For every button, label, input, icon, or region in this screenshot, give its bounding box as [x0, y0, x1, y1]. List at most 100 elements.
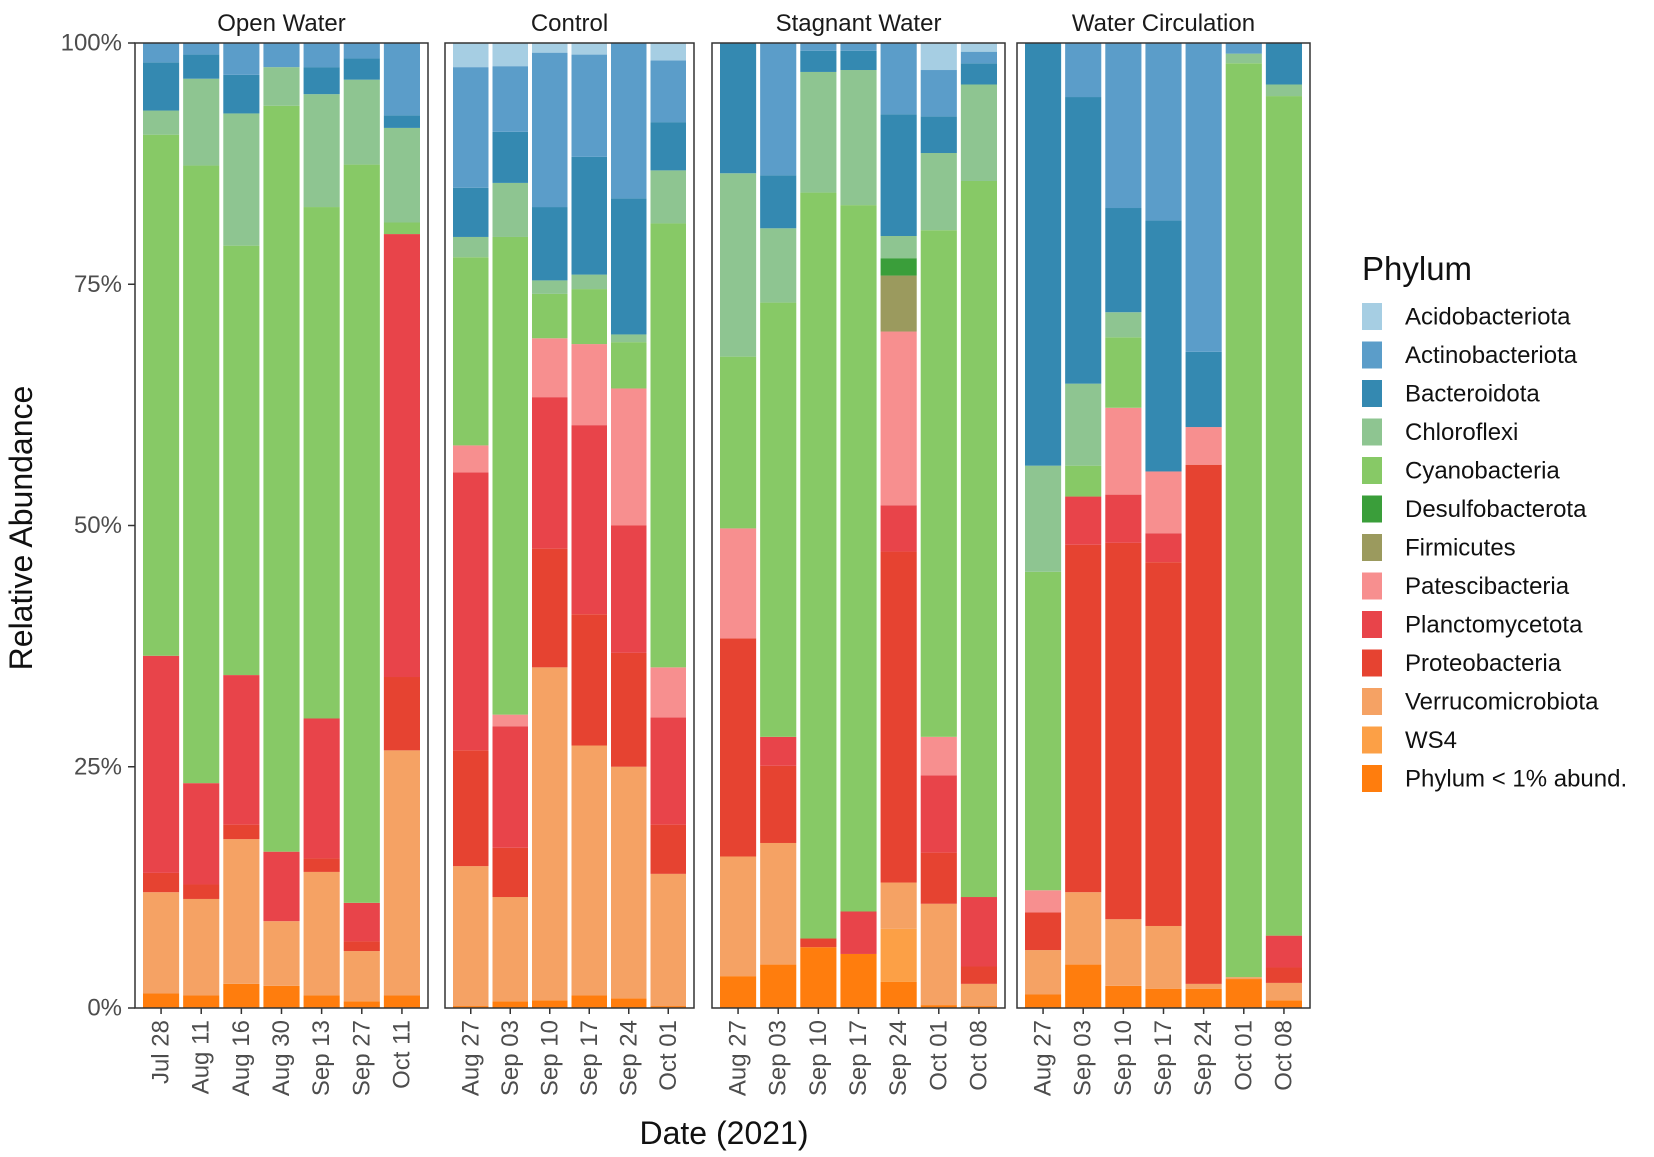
facet-strip-label: Stagnant Water — [776, 10, 942, 37]
bar-stack — [343, 43, 380, 1008]
bar-segment — [492, 1001, 528, 1008]
x-tick-label: Sep 03 — [765, 1020, 792, 1096]
bar-segment — [880, 551, 917, 883]
x-tick-label: Sep 17 — [576, 1020, 603, 1096]
bar-stack — [1065, 43, 1102, 1008]
bar-segment — [343, 58, 380, 80]
bar-segment — [1065, 97, 1102, 384]
bar-segment — [1185, 988, 1222, 1008]
bar-segment — [650, 1006, 686, 1008]
bar-segment — [960, 966, 997, 984]
legend-label: WS4 — [1405, 727, 1457, 754]
bar-segment — [532, 43, 568, 53]
x-tick-label: Aug 16 — [228, 1020, 255, 1096]
x-tick-label: Sep 17 — [1150, 1020, 1177, 1096]
bar-segment — [960, 1006, 997, 1008]
bar-segment — [492, 726, 528, 848]
y-tick-label: 100% — [61, 30, 122, 57]
bar-segment — [880, 505, 917, 552]
x-tick-label: Oct 11 — [388, 1020, 415, 1089]
x-tick-label: Oct 08 — [965, 1020, 992, 1091]
x-tick-label: Sep 27 — [348, 1020, 375, 1096]
bar-segment — [880, 258, 917, 276]
bar-segment — [183, 43, 220, 55]
legend-label: Phylum < 1% abund. — [1405, 766, 1627, 793]
bar-segment — [840, 911, 877, 954]
bar-segment — [960, 983, 997, 1007]
x-tick-label: Oct 08 — [1270, 1020, 1297, 1091]
bar-segment — [223, 839, 260, 984]
bar-segment — [920, 43, 957, 71]
bar-segment — [1185, 351, 1222, 428]
bar-segment — [1025, 912, 1062, 951]
bar-stack — [263, 43, 300, 1008]
bar-segment — [1145, 988, 1182, 1008]
x-tick-label: Sep 10 — [1110, 1020, 1137, 1096]
bar-segment — [263, 43, 300, 68]
legend-label: Verrucomicrobiota — [1405, 689, 1599, 716]
bar-segment — [1145, 43, 1182, 221]
bar-segment — [760, 765, 797, 843]
bar-stack — [223, 43, 260, 1009]
bar-segment — [1025, 890, 1062, 913]
bar-segment — [453, 750, 489, 867]
bar-segment — [571, 344, 607, 426]
bar-segment — [383, 222, 420, 235]
bar-segment — [263, 985, 300, 1008]
bar-stack — [1185, 43, 1222, 1008]
bar-segment — [650, 43, 686, 61]
bar-segment — [1265, 1000, 1302, 1008]
bar-segment — [720, 976, 757, 1008]
x-tick-label: Sep 03 — [497, 1020, 524, 1096]
y-axis: 0% 25% 50% 75% 100% — [61, 30, 135, 1022]
bar-segment — [760, 842, 797, 965]
bar-stack — [571, 43, 607, 1008]
bar-segment — [1185, 427, 1222, 465]
bar-segment — [1065, 496, 1102, 545]
bar-segment — [1025, 950, 1062, 995]
bar-segment — [1065, 892, 1102, 965]
bar-segment — [571, 54, 607, 157]
bar-segment — [453, 257, 489, 446]
legend-swatch — [1362, 649, 1382, 677]
bar-segment — [343, 941, 380, 952]
bar-segment — [800, 938, 837, 948]
bar-segment — [611, 998, 647, 1008]
y-axis-title: Relative Abundance — [3, 386, 39, 671]
bar-segment — [143, 62, 180, 111]
bar-segment — [343, 951, 380, 1002]
bar-stack — [143, 43, 180, 1008]
bar-segment — [1105, 43, 1142, 209]
bar-segment — [1265, 84, 1302, 97]
legend-label: Actinobacteriota — [1405, 342, 1578, 369]
bar-stack — [1225, 43, 1262, 1008]
bar-segment — [920, 116, 957, 154]
bar-segment — [611, 388, 647, 526]
bar-segment — [183, 78, 220, 166]
bar-segment — [383, 127, 420, 223]
bar-segment — [1105, 919, 1142, 986]
bar-segment — [800, 947, 837, 1008]
bar-segment — [1105, 337, 1142, 408]
facet-panel: Open Water Jul 28 Aug 11 Aug 16 Aug 30 Sep 13… — [134, 10, 429, 1096]
bar-segment — [920, 852, 957, 904]
x-tick-label: Jul 28 — [148, 1020, 175, 1084]
bar-segment — [1025, 994, 1062, 1008]
facet-strip-label: Control — [531, 10, 608, 37]
bar-segment — [1025, 571, 1062, 891]
bar-segment — [720, 173, 757, 357]
bar-segment — [492, 236, 528, 715]
legend-label: Proteobacteria — [1405, 650, 1562, 677]
bar-segment — [383, 234, 420, 678]
bar-segment — [303, 858, 340, 872]
bar-segment — [303, 718, 340, 859]
bar-segment — [571, 995, 607, 1008]
x-tick-label: Aug 27 — [725, 1020, 752, 1096]
bar-segment — [303, 94, 340, 208]
bar-segment — [303, 995, 340, 1008]
bar-stack — [720, 43, 757, 1008]
bar-segment — [760, 964, 797, 1008]
bar-segment — [760, 43, 797, 176]
bar-segment — [880, 114, 917, 236]
bar-segment — [183, 995, 220, 1008]
